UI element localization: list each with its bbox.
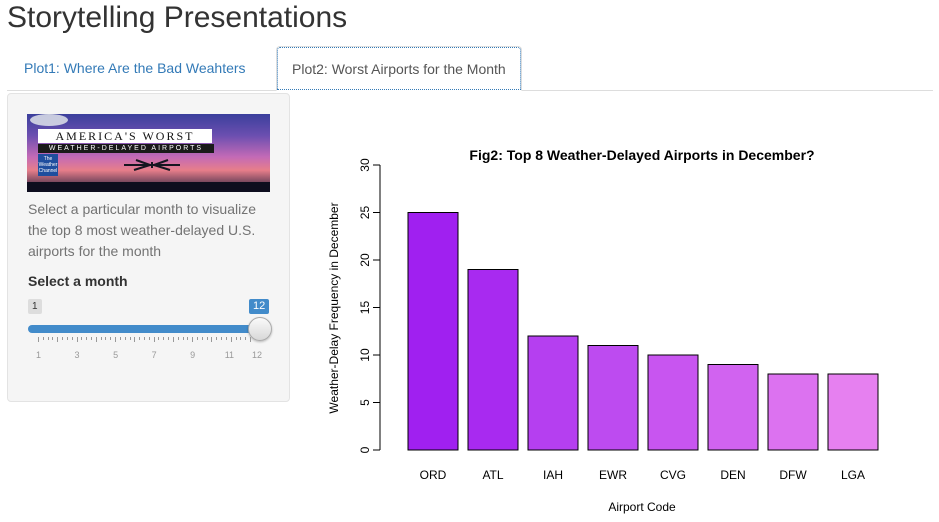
slider-tick [163, 337, 165, 340]
tab-bar: Plot1: Where Are the Bad Weahters Plot2:… [7, 46, 933, 91]
weather-channel-logo: The Weather Channel [38, 154, 58, 176]
slider-tick [192, 337, 194, 342]
slider-tick [245, 337, 247, 340]
x-tick-label: ORD [420, 468, 447, 482]
slider-tick [42, 337, 44, 340]
bar [467, 269, 519, 451]
bar [647, 354, 699, 451]
bar [587, 345, 639, 451]
month-slider-track[interactable] [28, 325, 260, 333]
sidebar-panel: AMERICA'S WORST WEATHER-DELAYED AIRPORTS… [7, 93, 290, 402]
slider-tick [197, 337, 198, 340]
banner-subheadline: WEATHER-DELAYED AIRPORTS [38, 144, 214, 153]
slider-tick [62, 337, 64, 340]
airplane-icon [124, 159, 180, 171]
y-tick-label: 10 [358, 348, 372, 362]
chart-title: Fig2: Top 8 Weather-Delayed Airports in … [469, 147, 814, 163]
slider-tick [110, 337, 112, 340]
slider-tick [105, 337, 107, 340]
slider-tick [206, 337, 208, 340]
y-tick-label: 20 [358, 253, 372, 267]
slider-tick-label: 12 [252, 350, 263, 360]
month-slider-label: Select a month [28, 273, 128, 289]
y-tick-label: 30 [358, 158, 372, 172]
slider-tick [119, 337, 121, 340]
slider-value-badge: 12 [249, 299, 270, 314]
y-tick-label: 0 [358, 446, 372, 453]
x-tick-label: EWR [599, 468, 627, 482]
slider-tick [177, 337, 179, 340]
sidebar-description: Select a particular month to visualize t… [28, 201, 256, 259]
y-axis-label: Weather-Delay Frequency in December [327, 202, 341, 413]
slider-tick-label: 5 [113, 350, 119, 360]
x-axis-label: Airport Code [608, 500, 676, 514]
slider-tick [86, 337, 88, 340]
slider-tick [230, 337, 232, 342]
slider-tick [187, 337, 189, 340]
slider-tick-label: 11 [224, 350, 235, 360]
slider-tick-label: 1 [36, 350, 42, 360]
x-tick-label: DEN [720, 468, 745, 482]
slider-tick [81, 337, 83, 340]
bar [767, 373, 819, 451]
x-tick-label: ATL [482, 468, 503, 482]
banner-image: AMERICA'S WORST WEATHER-DELAYED AIRPORTS… [27, 114, 270, 192]
slider-tick [148, 337, 150, 340]
slider-tick [250, 337, 251, 342]
slider-tick [129, 337, 131, 340]
y-tick-label: 25 [358, 206, 372, 220]
page-title: Storytelling Presentations [7, 1, 348, 34]
bar [707, 364, 759, 451]
slider-tick [95, 337, 97, 342]
slider-min-badge: 1 [28, 299, 42, 314]
tab-plot1[interactable]: Plot1: Where Are the Bad Weahters [24, 60, 246, 76]
runway-graphic [27, 182, 270, 192]
slider-tick [91, 337, 92, 340]
y-tick-label: 15 [358, 301, 372, 315]
x-tick-label: CVG [660, 468, 686, 482]
slider-tick [76, 337, 78, 342]
slider-tick [182, 337, 184, 340]
slider-tick-label: 3 [74, 350, 80, 360]
slider-tick [47, 337, 49, 340]
slider-tick [115, 337, 117, 342]
slider-tick [235, 337, 237, 340]
x-tick-label: DFW [779, 468, 807, 482]
slider-tick [134, 337, 136, 342]
slider-tick [225, 337, 227, 340]
slider-tick [240, 337, 242, 340]
slider-tick [52, 337, 54, 340]
slider-tick-label: 9 [190, 350, 196, 360]
slider-tick [124, 337, 126, 340]
slider-tick [172, 337, 174, 342]
slider-tick [158, 337, 160, 340]
slider-tick [139, 337, 141, 340]
y-tick-label: 5 [358, 399, 372, 406]
slider-tick [66, 337, 68, 340]
slider-tick [211, 337, 213, 342]
banner-headline: AMERICA'S WORST [38, 129, 212, 143]
slider-tick [38, 337, 39, 342]
slider-tick-labels: 1 3 5 7 9 11 12 [28, 350, 278, 362]
month-slider-handle[interactable] [248, 317, 272, 341]
slider-tick [71, 337, 73, 340]
x-tick-label: IAH [543, 468, 563, 482]
slider-tick [201, 337, 203, 340]
slider-tick [144, 337, 145, 340]
slider-ticks [28, 337, 260, 345]
moon-graphic [30, 114, 68, 126]
bar [527, 335, 579, 451]
x-tick-label: LGA [841, 468, 865, 482]
tab-plot2[interactable]: Plot2: Worst Airports for the Month [276, 46, 522, 91]
slider-tick [168, 337, 170, 340]
slider-tick-label: 7 [151, 350, 157, 360]
bar-chart: Fig2: Top 8 Weather-Delayed Airports in … [327, 147, 879, 514]
bar [407, 212, 459, 451]
bar [827, 373, 879, 451]
slider-tick [100, 337, 102, 340]
slider-tick [216, 337, 218, 340]
slider-tick [153, 337, 155, 342]
slider-tick [57, 337, 59, 342]
slider-tick [221, 337, 223, 340]
